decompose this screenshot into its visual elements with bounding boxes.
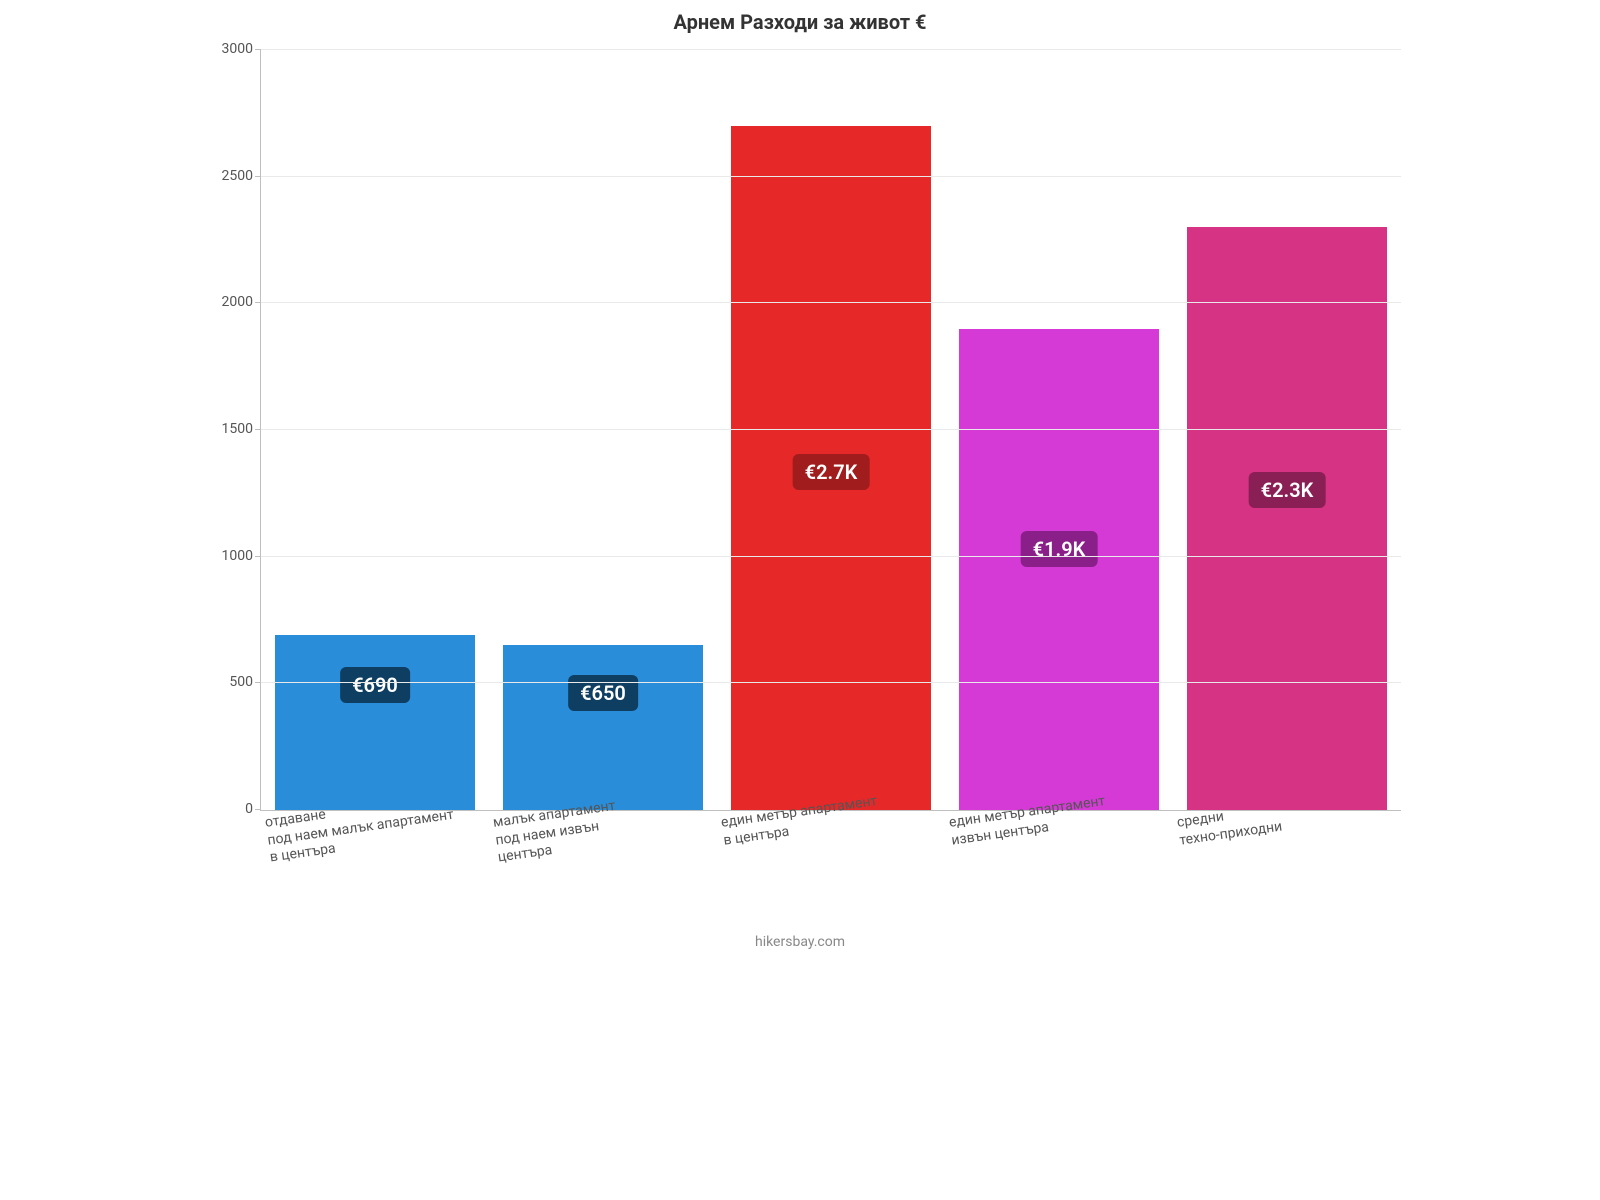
bar-value-label: €1.9K [1021,531,1098,567]
x-axis-labels: отдаване под наем малък апартамент в цен… [260,815,1400,935]
plot-area: €690€650€2.7K€1.9K€2.3K 0500100015002000… [260,50,1401,811]
y-tick-label: 1000 [222,548,261,564]
bar-value-label: €650 [568,675,638,711]
y-tick-label: 2000 [222,294,261,310]
bar-value-label: €2.3K [1249,472,1326,508]
gridline: 2000 [261,302,1401,303]
bar: €690 [275,635,476,810]
gridline: 1500 [261,429,1401,430]
chart-title: Арнем Разходи за живот € [160,10,1440,34]
y-tick-label: 500 [229,674,261,690]
bar: €2.7K [731,126,932,810]
bar-value-label: €2.7K [793,454,870,490]
gridline: 1000 [261,556,1401,557]
gridline: 2500 [261,176,1401,177]
gridline: 3000 [261,49,1401,50]
bar: €2.3K [1187,227,1388,810]
bar: €650 [503,645,704,810]
y-tick-label: 1500 [222,421,261,437]
y-tick-label: 2500 [222,168,261,184]
y-tick-label: 3000 [222,41,261,57]
cost-of-living-bar-chart: Арнем Разходи за живот € €690 €650 €2.7K €1… [160,0,1440,960]
bar-value-label: €690 [340,667,410,703]
y-tick-label: 0 [245,801,261,817]
chart-attribution: hikersbay.com [160,934,1440,950]
bar: €1.9K [959,329,1160,810]
bars-group: €690 €650 €2.7K €1.9K €2.3K [261,50,1401,810]
gridline: 500 [261,682,1401,683]
